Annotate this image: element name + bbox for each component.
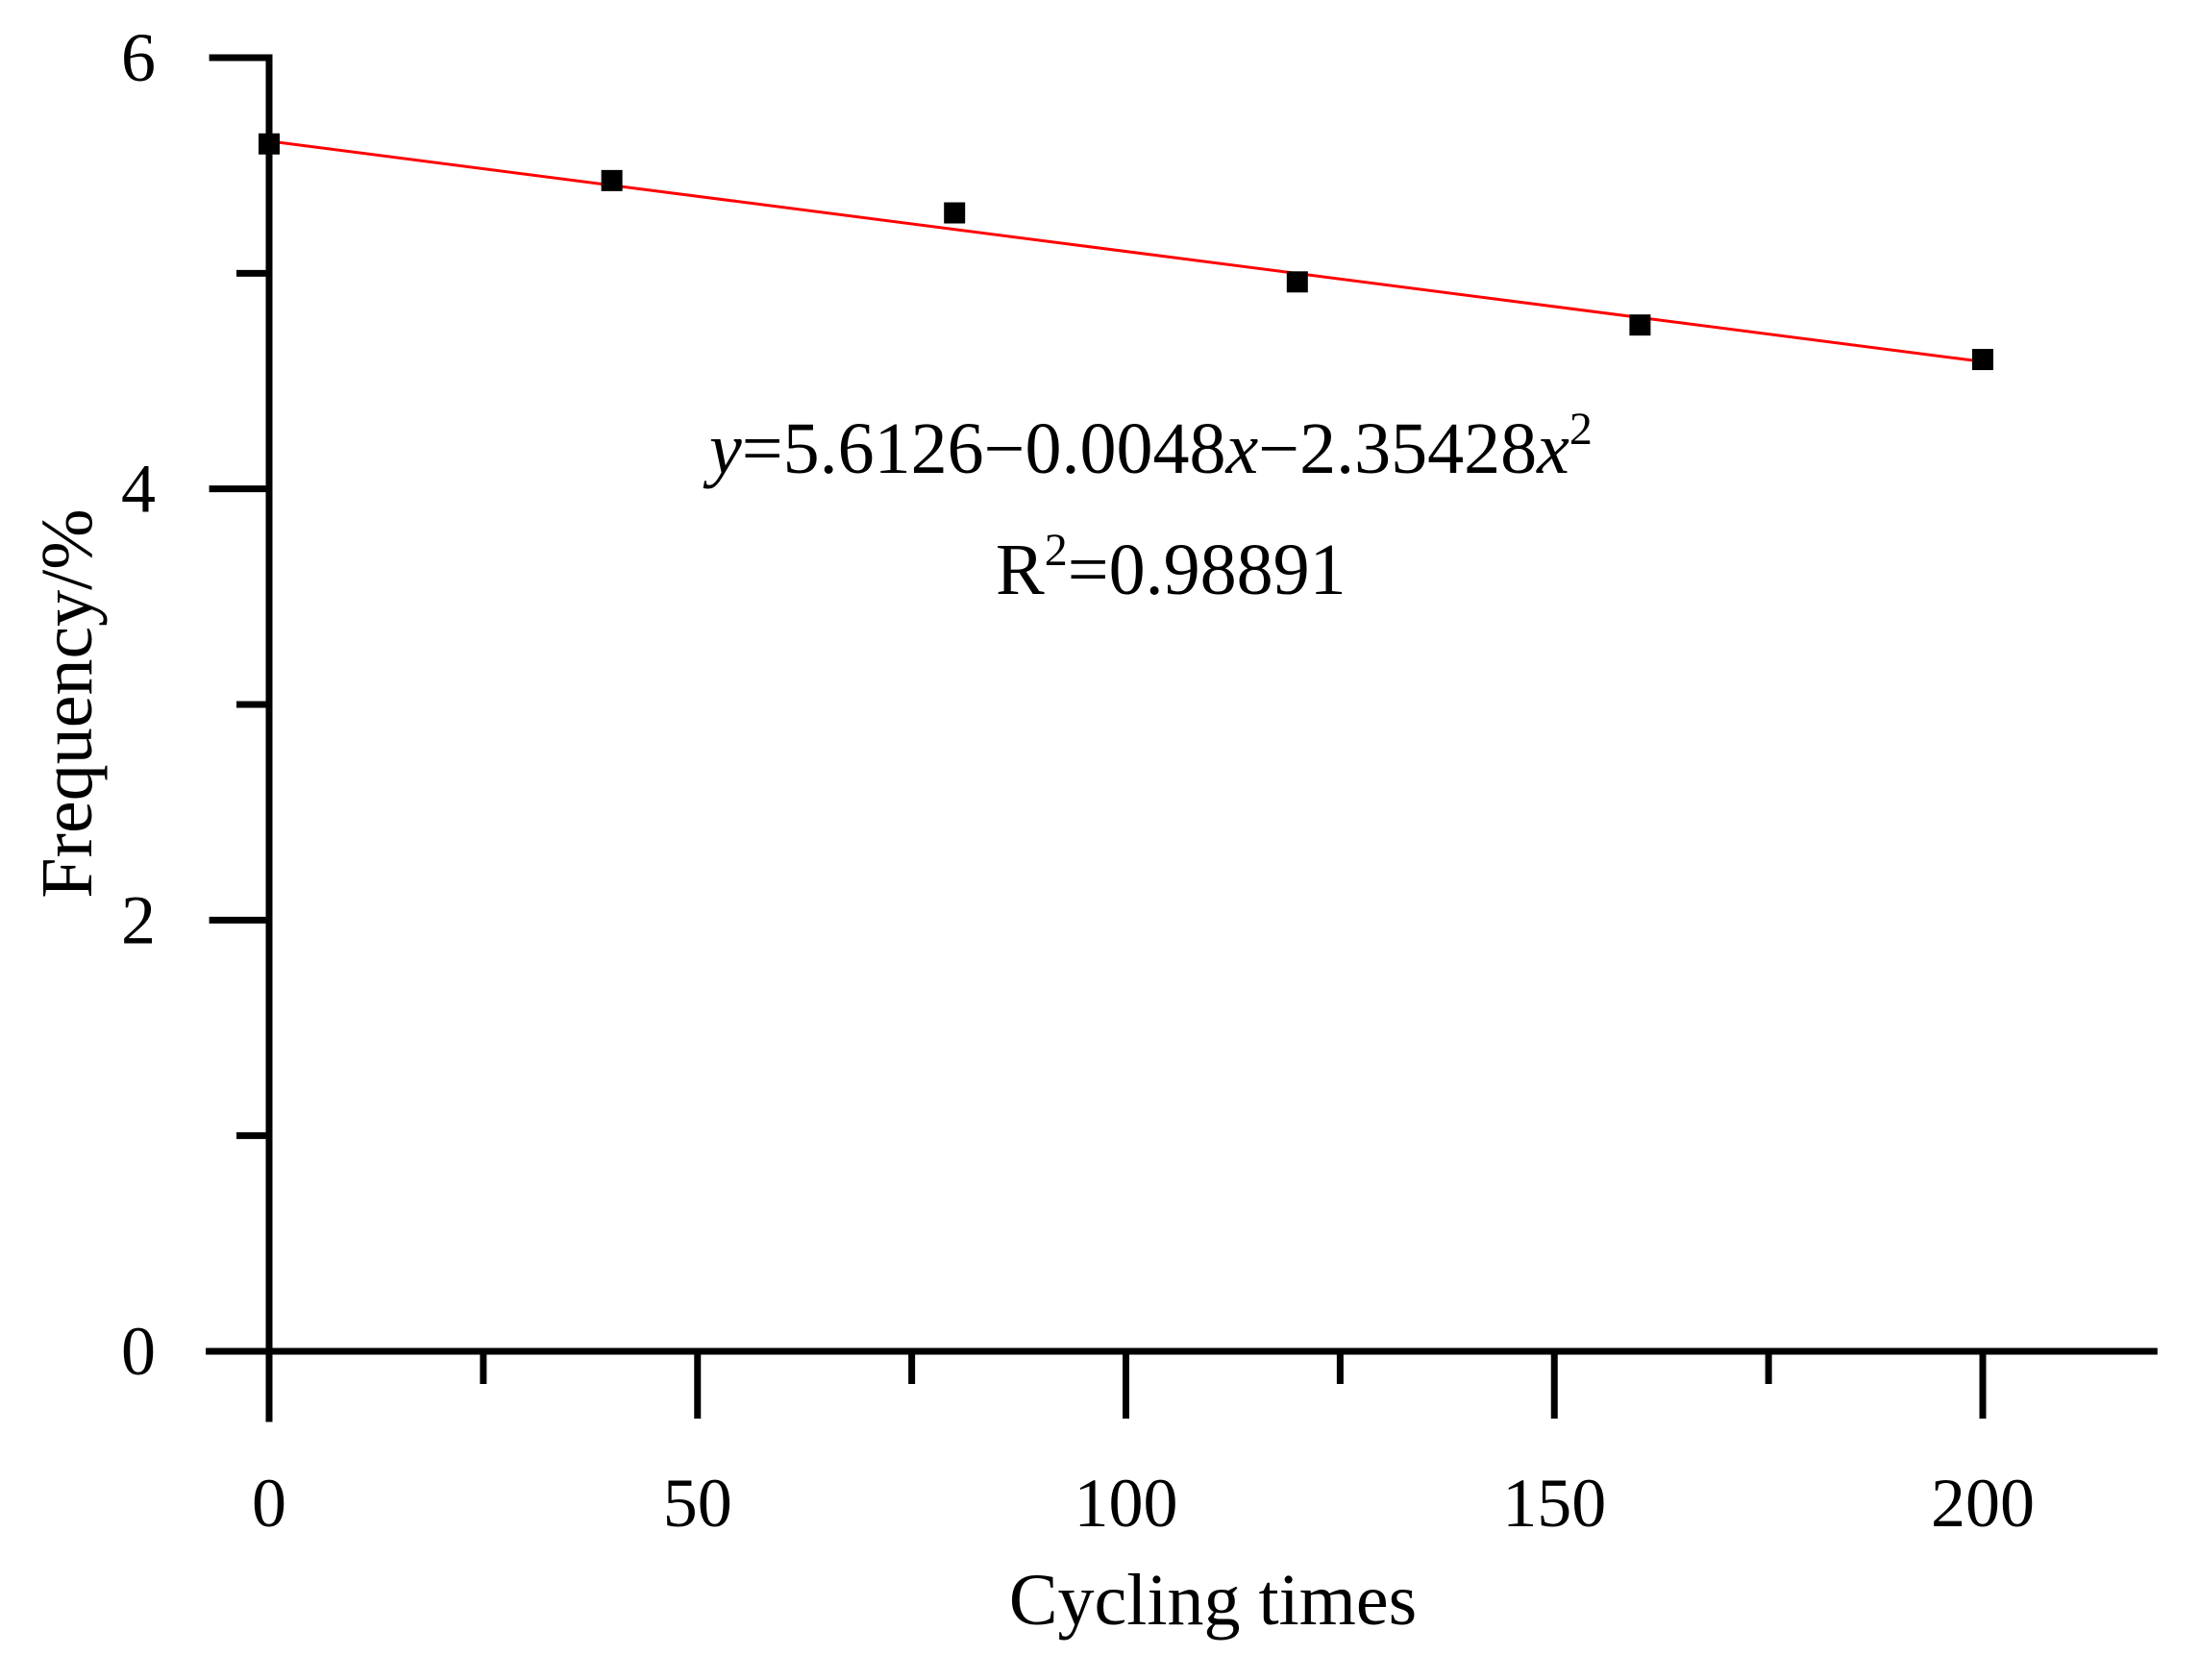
x-axis-title: Cycling times <box>1009 1560 1417 1641</box>
fit-line <box>268 139 1984 363</box>
equation-part-2: −2.35428 <box>1258 408 1537 489</box>
r-squared-r: R <box>996 530 1045 610</box>
r-squared: R2=0.98891 <box>996 525 1347 610</box>
y-tick-label: 0 <box>121 1313 156 1390</box>
x-tick-label: 200 <box>1931 1465 2035 1542</box>
fit-line-layer <box>268 139 1984 363</box>
axes <box>206 54 2158 1422</box>
x-tick-label: 150 <box>1502 1465 1606 1542</box>
y-tick-label: 4 <box>121 451 156 528</box>
data-point <box>601 169 623 191</box>
data-point <box>1972 349 1993 371</box>
data-point <box>259 133 280 155</box>
equation-x-var: x <box>1224 408 1258 489</box>
x-tick-label: 0 <box>252 1465 286 1542</box>
y-tick-label: 2 <box>121 881 156 958</box>
fit-equation: y=5.6126−0.0048x−2.35428x2 <box>703 404 1593 489</box>
equation-x-var-squared: x <box>1536 408 1569 489</box>
tick-marks: 0 2 4 6 0 50 100 150 200 <box>121 19 2035 1542</box>
data-point <box>1629 314 1651 336</box>
data-point <box>944 202 966 224</box>
y-tick-label: 6 <box>121 19 156 96</box>
x-tick-label: 100 <box>1075 1465 1178 1542</box>
equation-part-1: =5.6126−0.0048 <box>742 408 1226 489</box>
r-squared-value: =0.98891 <box>1068 530 1347 610</box>
data-point <box>1286 271 1308 293</box>
equation-exponent: 2 <box>1569 404 1593 455</box>
data-points <box>259 133 1993 371</box>
r-squared-exponent: 2 <box>1045 525 1068 576</box>
y-axis-title: Frequency/% <box>27 508 108 898</box>
equation-y-var: y <box>703 408 742 489</box>
x-tick-label: 50 <box>663 1465 732 1542</box>
